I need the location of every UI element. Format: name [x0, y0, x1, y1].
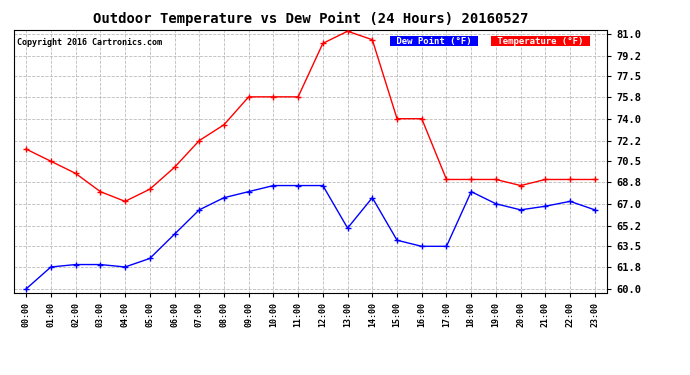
Text: Temperature (°F): Temperature (°F) [492, 37, 589, 46]
Text: Copyright 2016 Cartronics.com: Copyright 2016 Cartronics.com [17, 38, 161, 47]
Text: Dew Point (°F): Dew Point (°F) [391, 37, 477, 46]
Title: Outdoor Temperature vs Dew Point (24 Hours) 20160527: Outdoor Temperature vs Dew Point (24 Hou… [92, 12, 529, 26]
